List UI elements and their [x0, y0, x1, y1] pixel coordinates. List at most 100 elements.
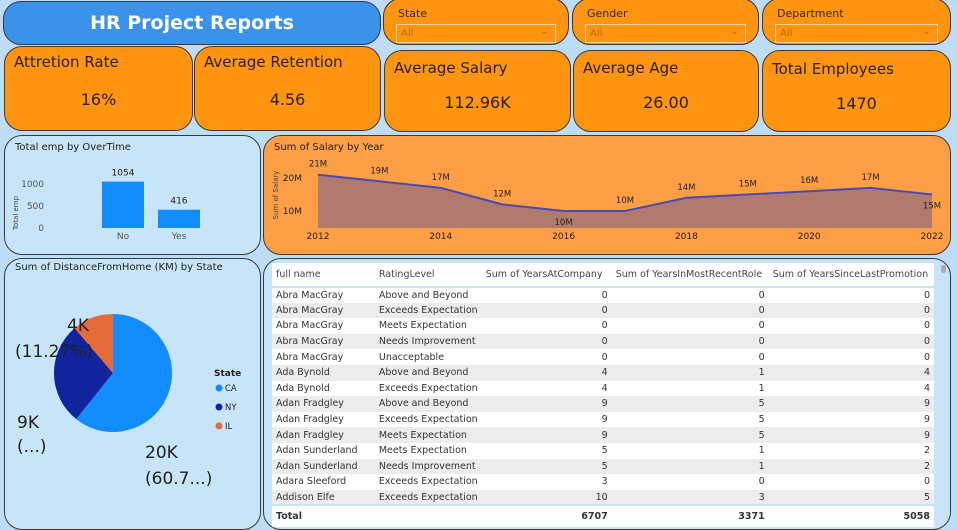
- table-cell: Meets Expectation: [378, 429, 467, 441]
- table-row[interactable]: Adan Sunderland Meets Expectation 5 1 2: [272, 442, 934, 459]
- kpi-value: 112.96K: [444, 93, 511, 112]
- employee-table-card: full name RatingLevel Sum of YearsAtCompan…: [263, 258, 951, 530]
- slicer-label: State: [398, 7, 428, 20]
- table-row[interactable]: Abra MacGray Exceeds Expectation 0 0 0: [272, 302, 934, 319]
- legend-marker-il: [215, 422, 223, 430]
- total-cell: 6707: [481, 504, 612, 528]
- table-row[interactable]: Adan Fradgley Above and Beyond 9 5 9: [272, 396, 934, 412]
- x-tick-label: Yes: [171, 232, 187, 242]
- table-scrollbar[interactable]: [941, 265, 946, 273]
- slicer-state[interactable]: State All ⌄: [383, 0, 569, 45]
- slicer-label: Department: [777, 7, 844, 20]
- column-header[interactable]: full name: [272, 263, 375, 288]
- table-cell: 0: [923, 289, 930, 301]
- pie-data-label: (11.27%): [15, 342, 93, 362]
- chart-title: Sum of DistanceFromHome (KM) by State: [15, 262, 223, 273]
- column-header[interactable]: RatingLevel: [374, 263, 482, 288]
- legend-marker-ca: [215, 384, 223, 392]
- data-label: 10M: [555, 218, 573, 228]
- table-cell: Unacceptable: [378, 351, 445, 363]
- kpi-average-age: Average Age 26.00: [573, 50, 759, 132]
- legend-item: IL: [225, 422, 233, 432]
- slicer-label: Gender: [587, 7, 628, 20]
- legend-item: NY: [225, 403, 237, 413]
- kpi-average-retention: Average Retention 4.56: [194, 46, 381, 131]
- table-cell: Abra MacGray: [276, 351, 344, 363]
- table-cell: 0: [758, 351, 765, 363]
- chevron-down-icon: ⌄: [922, 26, 931, 37]
- table-cell: 4: [601, 382, 608, 394]
- table-cell: Above and Beyond: [378, 367, 469, 379]
- table-cell: 9: [923, 414, 930, 426]
- y-axis-label: Sum of Salary: [272, 171, 280, 220]
- y-tick-label: 500: [27, 202, 44, 212]
- pie-data-label: (...): [17, 437, 46, 457]
- table-cell: 5: [923, 491, 930, 503]
- table-cell: Exceeds Expectation: [378, 491, 478, 503]
- table-cell: Meets Expectation: [378, 445, 467, 457]
- dropdown-value: All: [590, 28, 603, 39]
- table-cell: 0: [601, 336, 608, 348]
- table-cell: Adara Sleeford: [276, 476, 347, 488]
- kpi-average-salary: Average Salary 112.96K: [384, 50, 571, 132]
- table-cell: 9: [923, 398, 930, 410]
- data-label: 21M: [309, 160, 327, 170]
- table-row[interactable]: Abra MacGray Needs Improvement 0 0 0: [272, 333, 934, 350]
- pie-slice-ny: [54, 328, 113, 420]
- column-header[interactable]: Sum of YearsInMostRecentRole: [611, 263, 769, 288]
- chevron-down-icon: ⌄: [540, 26, 549, 37]
- kpi-attrition-rate: Attretion Rate 16%: [4, 46, 193, 131]
- table-row[interactable]: Ada Bynold Exceeds Expectation 4 1 4: [272, 380, 934, 397]
- table-cell: 5: [601, 460, 608, 472]
- table-cell: 5: [758, 429, 765, 441]
- data-label: 416: [170, 197, 187, 207]
- table-row[interactable]: Addison Elfe Exceeds Expectation 10 3 5: [272, 489, 934, 506]
- table-cell: Adan Sunderland: [276, 460, 358, 472]
- data-label: 16M: [800, 176, 818, 186]
- total-cell: [374, 504, 482, 528]
- total-cell: 5058: [768, 504, 934, 528]
- table-cell: 0: [923, 304, 930, 316]
- table-total-row: Total 6707 3371 5058: [272, 504, 934, 528]
- state-dropdown[interactable]: All ⌄: [396, 24, 556, 43]
- table-row[interactable]: Adan Fradgley Exceeds Expectation 9 5 9: [272, 411, 934, 428]
- table-row[interactable]: Adan Sunderland Needs Improvement 5 1 2: [272, 458, 934, 475]
- gender-dropdown[interactable]: All ⌄: [585, 24, 746, 43]
- x-tick-label: 2016: [552, 232, 575, 242]
- table-cell: 1: [758, 460, 765, 472]
- chart-title: Total emp by OverTime: [15, 142, 131, 153]
- table-row[interactable]: Abra MacGray Meets Expectation 0 0 0: [272, 318, 934, 334]
- column-header[interactable]: Sum of YearsAtCompany: [481, 263, 612, 288]
- table-cell: 0: [758, 289, 765, 301]
- table-cell: Adan Fradgley: [276, 398, 344, 410]
- table-cell: 1: [758, 445, 765, 457]
- table-row[interactable]: Abra MacGray Above and Beyond 0 0 0: [272, 287, 934, 303]
- table-row[interactable]: Abra MacGray Unacceptable 0 0 0: [272, 349, 934, 365]
- table-cell: 2: [923, 460, 930, 472]
- y-axis-label: Total emp: [12, 195, 20, 231]
- table-cell: Abra MacGray: [276, 336, 344, 348]
- table-cell: Adan Sunderland: [276, 445, 358, 457]
- column-header[interactable]: Sum of YearsSinceLastPromotion: [768, 263, 934, 288]
- slicer-gender[interactable]: Gender All ⌄: [572, 0, 759, 45]
- dropdown-value: All: [780, 28, 793, 39]
- table-cell: Ada Bynold: [276, 367, 330, 379]
- slicer-department[interactable]: Department All ⌄: [762, 0, 951, 45]
- table-row[interactable]: Ada Bynold Above and Beyond 4 1 4: [272, 364, 934, 381]
- table-row[interactable]: Adan Fradgley Meets Expectation 9 5 9: [272, 427, 934, 443]
- table-cell: 5: [758, 398, 765, 410]
- pie-slice-ca: [76, 314, 172, 432]
- x-tick-label: 2020: [798, 232, 821, 242]
- table-row[interactable]: Adara Sleeford Exceeds Expectation 3 0 0: [272, 474, 934, 490]
- table-cell: Meets Expectation: [378, 320, 467, 332]
- pie-data-label: 9K: [17, 413, 40, 433]
- table-cell: Needs Improvement: [378, 460, 476, 472]
- data-label: 15M: [923, 202, 941, 212]
- table-cell: 0: [758, 476, 765, 488]
- table-cell: Exceeds Expectation: [378, 382, 478, 394]
- table-cell: 0: [758, 320, 765, 332]
- x-tick-label: 2012: [307, 232, 330, 242]
- department-dropdown[interactable]: All ⌄: [775, 24, 938, 43]
- table-cell: 0: [601, 320, 608, 332]
- table-cell: 3: [758, 491, 765, 503]
